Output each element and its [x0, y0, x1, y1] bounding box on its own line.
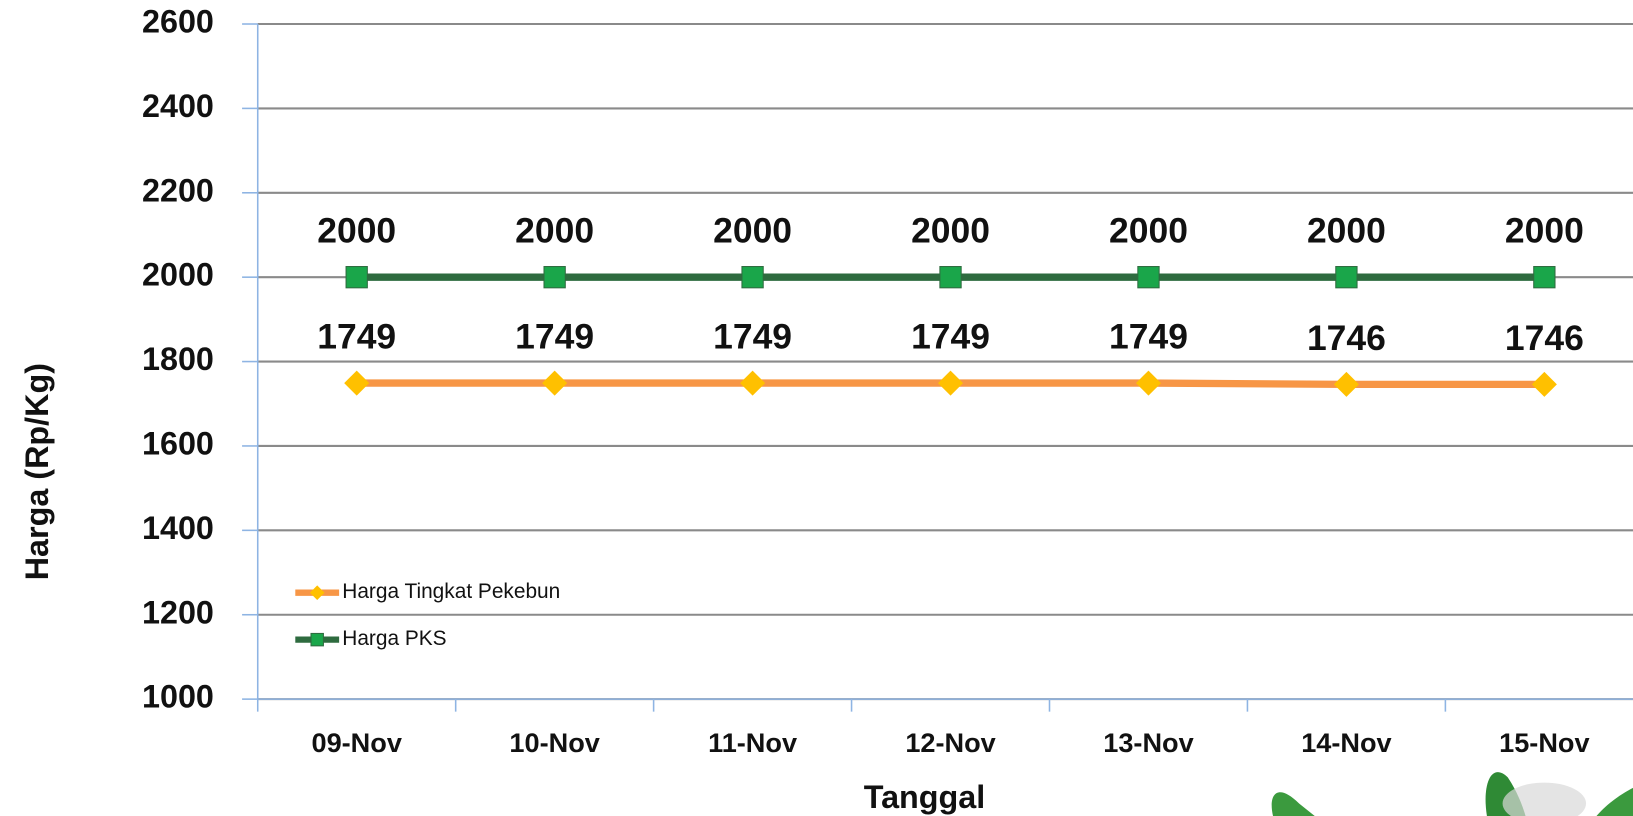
- chart: Tanggal Harga (Rp/Kg) 1000 1200 1400 1600 18…: [0, 0, 1633, 816]
- marker: [346, 267, 367, 288]
- y-tick-label: 1400: [142, 510, 214, 546]
- marker: [940, 267, 961, 288]
- y-tick-label: 2400: [142, 88, 214, 124]
- data-label: 1749: [911, 317, 990, 357]
- x-tick-label: 10-Nov: [509, 727, 599, 758]
- y-tick-label: 2200: [142, 172, 214, 208]
- marker: [1334, 372, 1359, 397]
- y-tick-label: 2000: [142, 257, 214, 293]
- data-label: 2000: [1505, 211, 1584, 251]
- legend-label: Harga Tingkat Pekebun: [342, 580, 560, 603]
- data-label: 2000: [911, 211, 990, 251]
- legend-label: Harga PKS: [342, 627, 446, 650]
- x-tick-label: 14-Nov: [1301, 727, 1391, 758]
- data-label: 2000: [317, 211, 396, 251]
- data-label: 2000: [1307, 211, 1386, 251]
- data-label: 2000: [713, 211, 792, 251]
- marker: [1336, 267, 1357, 288]
- marker: [311, 633, 323, 645]
- data-label: 1746: [1505, 318, 1584, 358]
- y-tick-label: 1200: [142, 594, 214, 630]
- y-tick-label: 2600: [142, 4, 214, 40]
- marker: [740, 371, 765, 396]
- y-tick-label: 1000: [142, 679, 214, 715]
- data-label: 1749: [515, 317, 594, 357]
- page: {"chart_data": {"type": "line", "x_label…: [0, 0, 1633, 816]
- x-axis-title: Tanggal: [864, 779, 986, 815]
- x-tick-label: 13-Nov: [1103, 727, 1193, 758]
- data-label: 1749: [1109, 317, 1188, 357]
- x-tick-label: 12-Nov: [905, 727, 995, 758]
- data-label: 2000: [1109, 211, 1188, 251]
- marker: [542, 371, 567, 396]
- marker: [1534, 267, 1555, 288]
- y-axis-title: Harga (Rp/Kg): [19, 363, 55, 580]
- marker: [742, 267, 763, 288]
- data-label: 2000: [515, 211, 594, 251]
- marker: [1532, 372, 1557, 397]
- data-label: 1749: [317, 317, 396, 357]
- x-tick-label: 09-Nov: [312, 727, 402, 758]
- marker: [1136, 371, 1161, 396]
- decoration: [1272, 772, 1633, 816]
- y-tick-label: 1800: [142, 341, 214, 377]
- marker: [544, 267, 565, 288]
- x-tick-label: 15-Nov: [1499, 727, 1589, 758]
- data-label: 1746: [1307, 318, 1386, 358]
- marker: [310, 585, 325, 600]
- data-label: 1749: [713, 317, 792, 357]
- marker: [344, 371, 369, 396]
- marker: [938, 371, 963, 396]
- marker: [1138, 267, 1159, 288]
- x-tick-label: 11-Nov: [708, 727, 797, 758]
- y-tick-label: 1600: [142, 426, 214, 462]
